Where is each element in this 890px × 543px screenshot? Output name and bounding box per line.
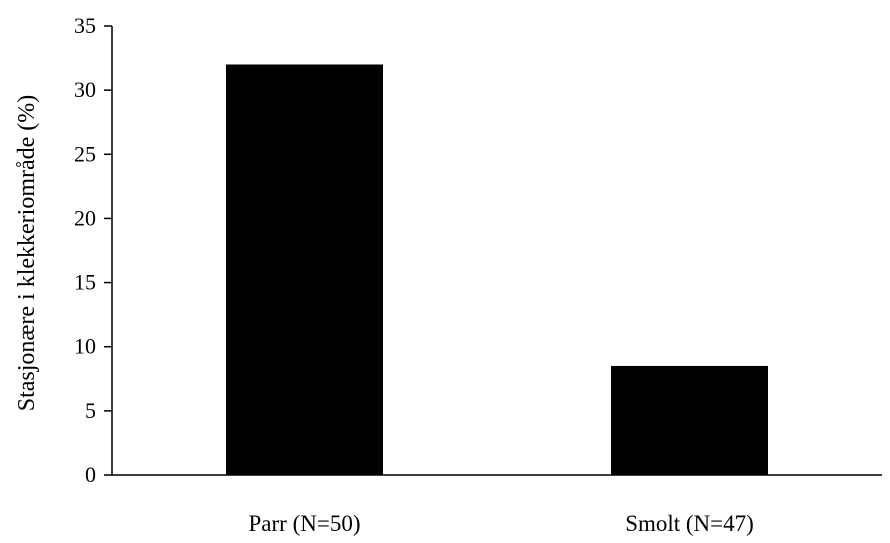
plot-area: 0 5 10 15 20 25 30 35 Parr (N=50) Smolt (N=47): [74, 13, 882, 536]
y-tick-label-25: 25: [74, 141, 96, 166]
y-tick-label-10: 10: [74, 334, 96, 359]
y-tick-label-35: 35: [74, 13, 96, 38]
y-axis-title: Stasjonære i klekkeriområde (%): [14, 95, 40, 412]
y-tick-label-20: 20: [74, 205, 96, 230]
x-category-label-1: Parr (N=50): [249, 511, 361, 536]
bar-2: [611, 365, 768, 475]
y-axis-title-group: Stasjonære i klekkeriområde (%): [14, 95, 40, 412]
y-tick-label-5: 5: [85, 398, 96, 423]
x-category-label-2: Smolt (N=47): [625, 511, 754, 536]
y-tick-label-0: 0: [85, 462, 96, 487]
y-tick-label-15: 15: [74, 270, 96, 295]
bar-1: [226, 64, 383, 475]
y-tick-label-30: 30: [74, 77, 96, 102]
